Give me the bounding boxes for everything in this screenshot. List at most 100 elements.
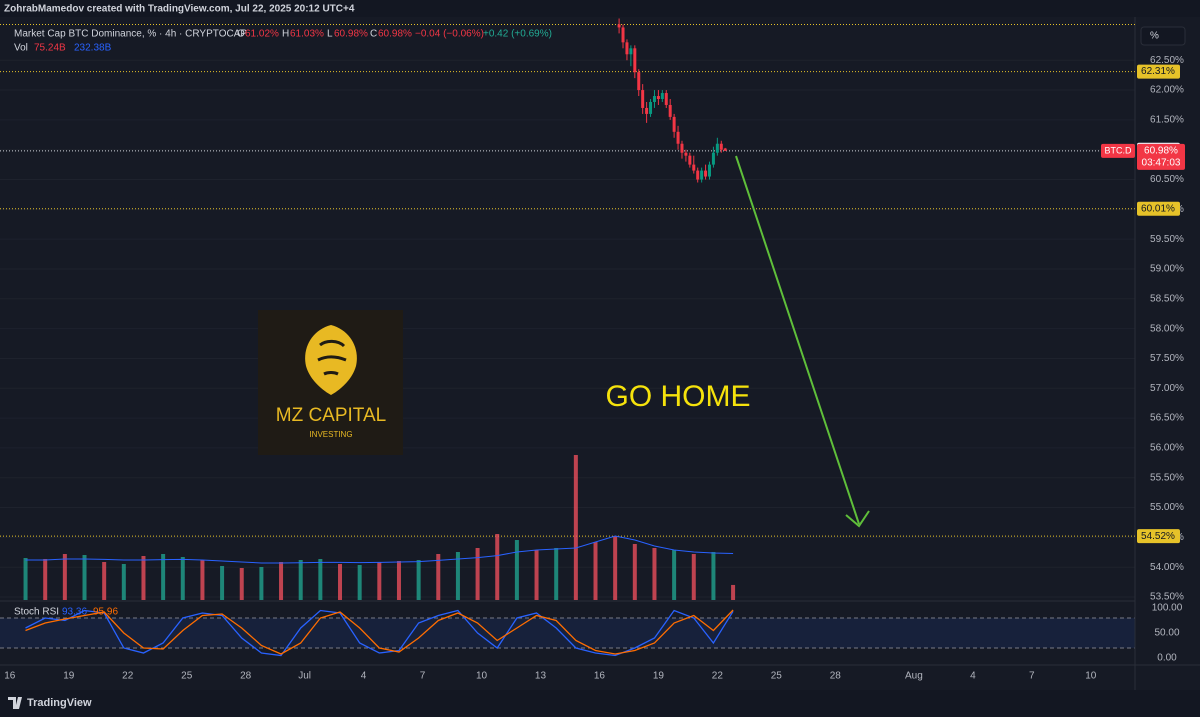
level-tag-label: 60.01% [1141, 203, 1175, 214]
ohlc-value: 60.98% [378, 29, 412, 40]
volume-bar [318, 559, 323, 600]
arrow-head [845, 510, 870, 528]
credit: ZohrabMamedov created with TradingView.c… [4, 4, 355, 15]
symbol-tag-label: BTC.D [1105, 145, 1133, 155]
volume-name: Vol [14, 43, 28, 54]
candle-body [625, 42, 629, 55]
y-tick-label: 59.50% [1150, 234, 1184, 245]
volume-bar [711, 552, 716, 600]
y-tick-label: 60.50% [1150, 174, 1184, 185]
volume-bar [652, 548, 657, 600]
volume-bar [23, 558, 28, 600]
x-tick-label: 16 [4, 671, 16, 682]
volume-bar [436, 554, 441, 600]
footer: TradingView [0, 690, 1200, 717]
y-tick-label: 55.50% [1150, 472, 1184, 483]
x-tick-label: 13 [535, 671, 547, 682]
y-tick-label: 54.00% [1150, 562, 1184, 573]
volume-bar [632, 544, 637, 600]
volume-bar [396, 561, 401, 600]
x-tick-label: 28 [830, 671, 842, 682]
volume-bar [514, 540, 519, 600]
candle-body [656, 96, 660, 100]
x-tick-label: 4 [970, 671, 976, 682]
annotation: GO HOME [605, 380, 750, 413]
change-day: +0.42 (+0.69%) [483, 29, 552, 40]
volume-bar [416, 560, 421, 600]
volume-bar [200, 560, 205, 600]
candle-body [700, 170, 704, 180]
volume-bar [62, 554, 67, 600]
volume-last: 75.24B [34, 43, 66, 54]
volume-bar [357, 565, 362, 600]
volume-ma [25, 535, 734, 564]
x-tick-label: 22 [712, 671, 724, 682]
ohlc-value: 60.98% [334, 29, 368, 40]
volume-bar [593, 542, 598, 600]
volume-bar [161, 554, 166, 600]
stoch-tick-label: 50.00 [1154, 628, 1179, 639]
candle-body [617, 24, 621, 28]
volume-bar [475, 548, 480, 600]
y-tick-label: 61.50% [1150, 115, 1184, 126]
stoch-name: Stoch RSI [14, 607, 59, 618]
change: −0.04 (−0.06%) [415, 29, 484, 40]
y-tick-label: 55.00% [1150, 502, 1184, 513]
candle-body [688, 155, 692, 165]
candle-body [696, 170, 700, 180]
volume-bar [298, 560, 303, 600]
stoch-d [25, 609, 734, 655]
level-tag [1137, 64, 1180, 79]
volume-bar [259, 567, 264, 600]
axes: 16 19 22 25 28 Jul 4 7 10 13 16 19 22 25 28 Aug 4 7 10 62.5… [4, 55, 1185, 682]
x-tick-label: 19 [653, 671, 665, 682]
scale-button-label[interactable]: % [1150, 31, 1159, 42]
x-tick-label: 10 [476, 671, 488, 682]
ohlc-key: H [282, 29, 289, 40]
candle-body [672, 116, 676, 132]
candle-body [637, 72, 641, 91]
y-tick-label: 59.00% [1150, 264, 1184, 275]
last-price-label: 60.98% [1144, 146, 1178, 157]
volume-bar [455, 552, 460, 600]
stoch-k-last: 93.36 [62, 607, 87, 618]
x-tick-label: 7 [420, 671, 426, 682]
last-price-tag [1137, 143, 1185, 170]
plot [0, 18, 1135, 657]
ohlc-value: 61.03% [290, 29, 324, 40]
logo-lion [305, 325, 357, 395]
stoch-d-last: 95.96 [93, 607, 118, 618]
volume-bar [43, 559, 48, 600]
x-tick-label: 22 [122, 671, 134, 682]
candle-body [719, 143, 723, 150]
volume-bar [220, 566, 225, 600]
candle-body [664, 93, 668, 105]
x-tick-label: 19 [63, 671, 75, 682]
volume-bar [573, 455, 578, 600]
stoch-band [0, 618, 1135, 648]
candle-body [668, 104, 672, 117]
ohlc-value: 61.02% [245, 29, 279, 40]
x-tick-label: 16 [594, 671, 606, 682]
y-tick-label: 62.50% [1150, 55, 1184, 66]
footer-text: TradingView [27, 697, 92, 709]
scale-button[interactable] [1140, 26, 1186, 46]
y-tick-label: 58.50% [1150, 293, 1184, 304]
grid [0, 59, 1135, 649]
volume-ma-last: 232.38B [74, 43, 112, 54]
candle-body [649, 101, 653, 114]
level-tag [1137, 201, 1180, 216]
symbol: Market Cap BTC Dominance, % · 4h · CRYPT… [14, 29, 247, 40]
level-tag-label: 62.31% [1141, 66, 1175, 77]
x-tick-label: 25 [771, 671, 783, 682]
x-tick-label: Aug [905, 671, 923, 682]
panes [0, 0, 1200, 690]
candle-body [660, 93, 664, 100]
arrow [735, 155, 870, 528]
countdown: 03:47:03 [1142, 158, 1181, 169]
volume-bar [672, 550, 677, 600]
footer-logo [8, 697, 22, 709]
candle-body [633, 48, 637, 73]
